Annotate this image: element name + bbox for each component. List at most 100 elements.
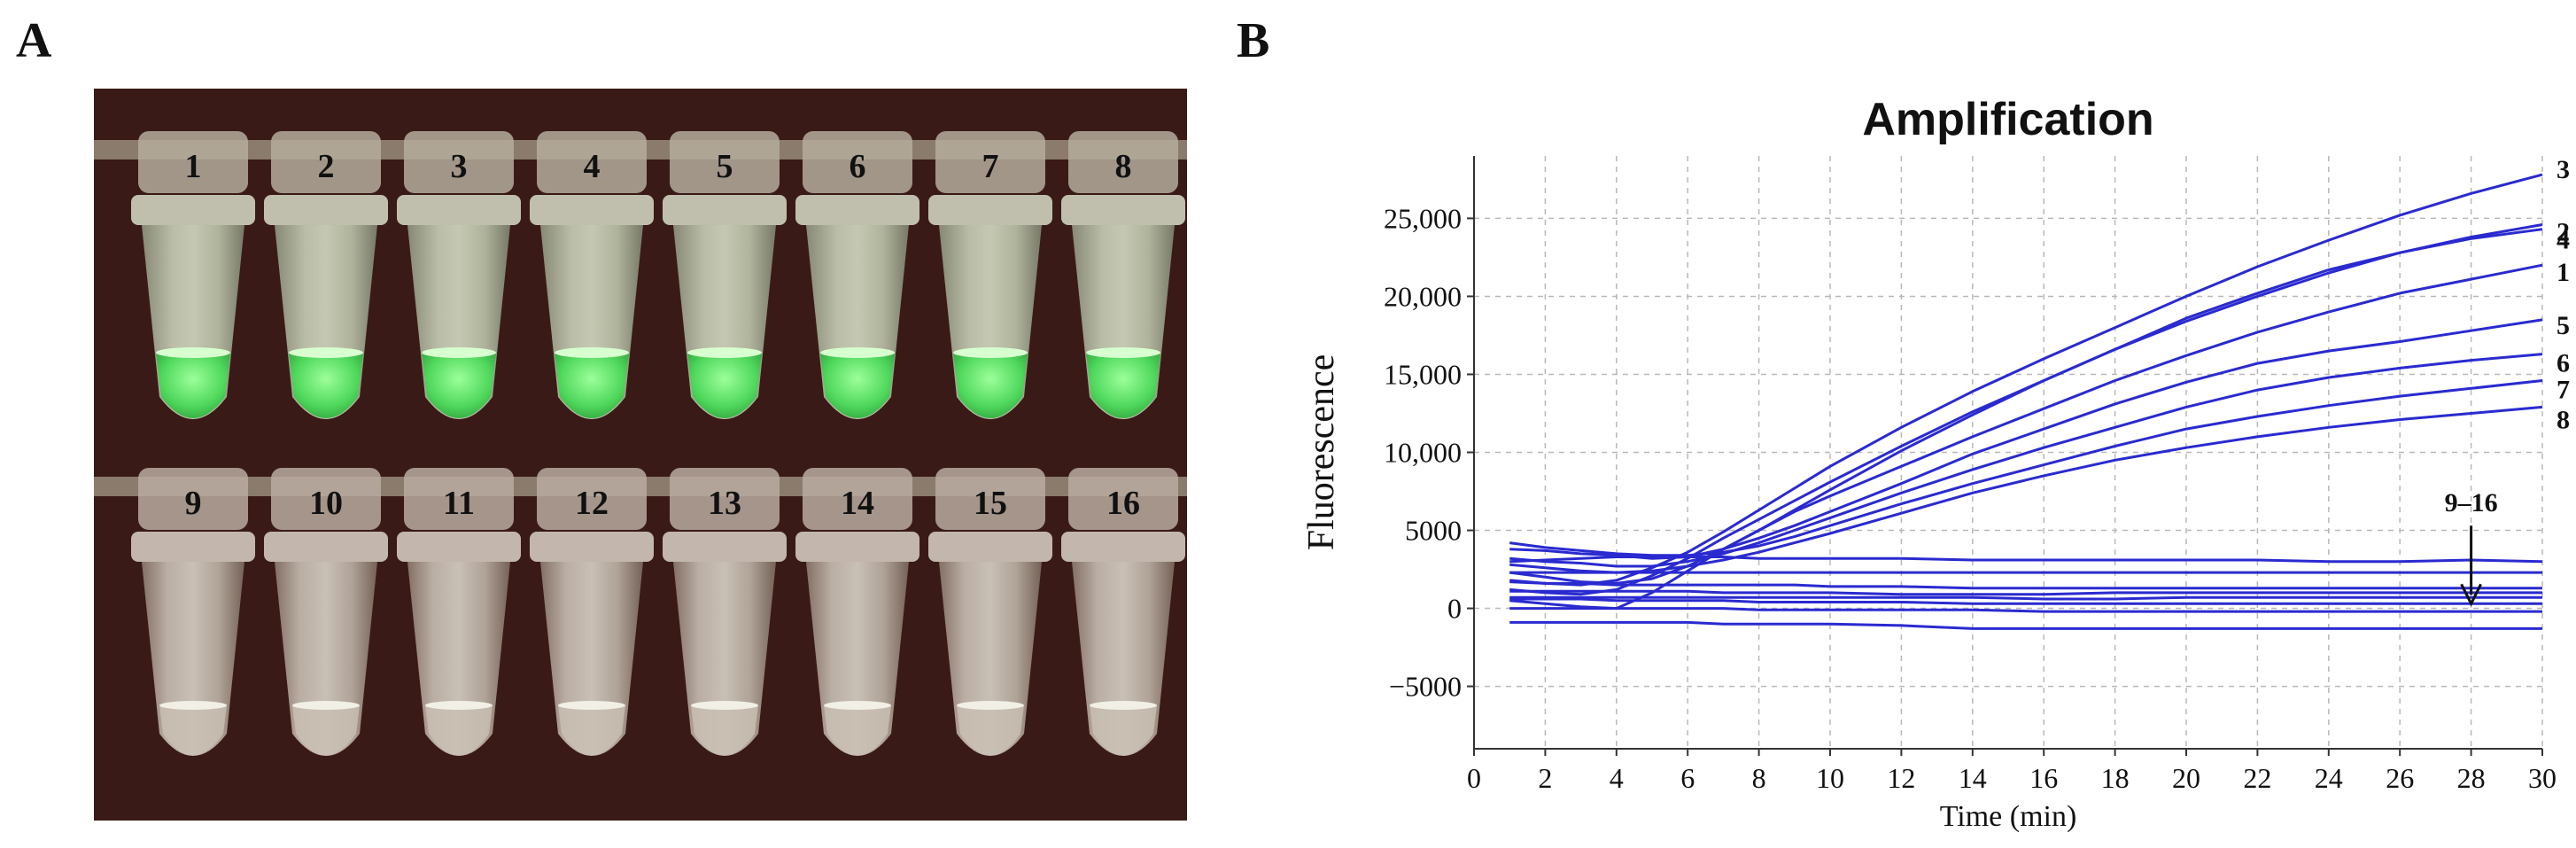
tube-label: 11 <box>443 485 475 522</box>
bottom-tube-14: 14 <box>795 468 919 756</box>
x-tick-label: 30 <box>2528 762 2557 794</box>
x-tick-label: 2 <box>1538 762 1552 794</box>
bottom-tube-13: 13 <box>663 468 787 756</box>
y-tick-labels: −5000 0 5000 10,000 15,000 20,000 25,000 <box>1384 202 1474 703</box>
top-tube-8: 8 <box>1061 131 1185 419</box>
x-tick-label: 4 <box>1610 762 1624 794</box>
clear-liquid <box>1090 705 1157 755</box>
bottom-tube-15: 15 <box>928 468 1052 756</box>
tube-label: 7 <box>982 148 999 185</box>
series-line-15 <box>1509 607 2542 613</box>
liquid-meniscus <box>1090 701 1157 710</box>
baseline-annotation: 9–16 <box>2445 488 2498 607</box>
tube-rim <box>928 195 1052 225</box>
liquid-meniscus <box>156 347 230 358</box>
y-tick-label: 0 <box>1447 593 1462 625</box>
fluorescent-liquid <box>687 353 762 418</box>
x-axis-label: Time (min) <box>1940 800 2077 833</box>
series-line-1 <box>1509 263 2543 611</box>
series-line-11 <box>1509 580 2542 590</box>
tube-cap <box>537 468 647 530</box>
series-line-7 <box>1509 379 2543 557</box>
x-tick-label: 18 <box>2101 762 2130 794</box>
tube-rim <box>1061 532 1185 562</box>
x-tick-label: 20 <box>2172 762 2200 794</box>
tube-label: 12 <box>575 485 609 522</box>
clear-liquid <box>292 705 360 755</box>
series-end-label-2: 2 <box>2557 217 2570 246</box>
series-line-6 <box>1509 353 2543 568</box>
y-tick-label: 15,000 <box>1384 358 1462 390</box>
tube-cap <box>935 131 1045 193</box>
tube-rim <box>264 532 388 562</box>
series-line-9 <box>1509 556 2543 564</box>
liquid-meniscus <box>159 701 227 710</box>
fluorescent-liquid <box>289 353 363 418</box>
tube-cap <box>404 468 514 530</box>
tube-cap <box>670 468 780 530</box>
tube-label: 4 <box>584 148 601 185</box>
tube-cap <box>670 131 780 193</box>
series-end-label-7: 7 <box>2557 376 2570 405</box>
y-tick-label: 20,000 <box>1384 280 1462 312</box>
liquid-meniscus <box>289 347 363 358</box>
tube-cap <box>138 468 248 530</box>
series-line-14 <box>1509 597 2542 605</box>
series-end-label-8: 8 <box>2557 405 2570 434</box>
clear-liquid <box>425 705 493 755</box>
top-tube-6: 6 <box>795 131 919 419</box>
x-tick-label: 28 <box>2457 762 2486 794</box>
tube-cap <box>138 131 248 193</box>
series-line-13 <box>1509 595 2542 601</box>
liquid-meniscus <box>1086 347 1160 358</box>
tube-rim <box>131 195 255 225</box>
y-tick-label: 10,000 <box>1384 437 1462 469</box>
x-tick-label: 10 <box>1816 762 1844 794</box>
tube-cap <box>935 468 1045 530</box>
tube-label: 1 <box>185 148 202 185</box>
annotation-arrow-head <box>2460 583 2482 607</box>
x-tick-label: 22 <box>2243 762 2271 794</box>
series-end-label-1: 1 <box>2557 258 2570 287</box>
bottom-tube-11: 11 <box>397 468 521 756</box>
bottom-tube-9: 9 <box>131 468 255 756</box>
panel-label-a: A <box>16 13 52 68</box>
clear-liquid <box>824 705 891 755</box>
tube-label: 10 <box>309 485 343 522</box>
fluorescent-liquid <box>555 353 629 418</box>
tube-row-bottom: 9 10 11 12 13 14 15 16 <box>131 468 1185 756</box>
bottom-tube-12: 12 <box>530 468 654 756</box>
clear-liquid <box>159 705 227 755</box>
tube-label: 13 <box>708 485 741 522</box>
liquid-meniscus <box>558 701 625 710</box>
series-end-label-5: 5 <box>2557 311 2570 340</box>
top-tube-4: 4 <box>530 131 654 419</box>
chart-grid <box>1474 156 2543 749</box>
tube-rim <box>530 532 654 562</box>
liquid-meniscus <box>820 347 895 358</box>
tube-rim <box>795 532 919 562</box>
x-tick-labels: 0 2 4 6 8 10 12 14 16 18 20 22 24 26 28 30 <box>1467 749 2557 794</box>
bottom-tube-10: 10 <box>264 468 388 756</box>
liquid-meniscus <box>824 701 891 710</box>
tube-rim <box>1061 195 1185 225</box>
tube-label: 5 <box>717 148 733 185</box>
tube-cap <box>404 131 514 193</box>
x-tick-label: 6 <box>1680 762 1695 794</box>
tube-rim <box>663 532 787 562</box>
tube-label: 2 <box>318 148 335 185</box>
fluorescent-liquid <box>1086 353 1160 418</box>
fluorescent-liquid <box>953 353 1028 418</box>
y-tick-label: 5000 <box>1405 515 1462 547</box>
fluorescent-liquid <box>422 353 496 418</box>
y-tick-label: 25,000 <box>1384 202 1462 234</box>
series-line-3 <box>1509 173 2543 587</box>
x-tick-label: 16 <box>2029 762 2058 794</box>
tube-rim <box>397 532 521 562</box>
tube-cap <box>803 468 912 530</box>
panel-label-b: B <box>1237 13 1270 68</box>
tube-label: 8 <box>1115 148 1132 185</box>
top-tube-5: 5 <box>663 131 787 419</box>
